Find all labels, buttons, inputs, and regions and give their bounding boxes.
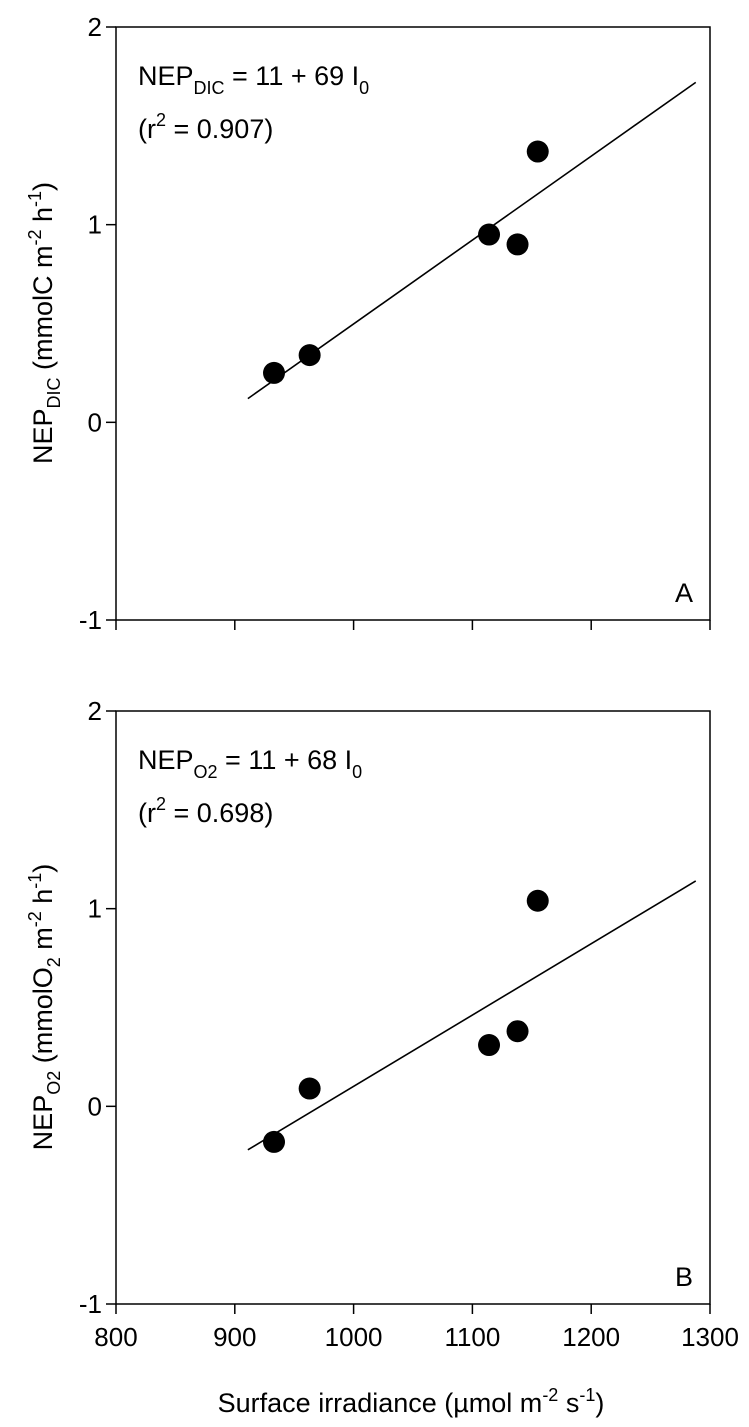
y-tick-label: 2	[88, 696, 102, 726]
regression-line	[247, 81, 697, 400]
data-point	[526, 889, 549, 912]
x-tick-label: 1100	[444, 1322, 500, 1352]
x-tick-label: 1000	[325, 1322, 383, 1352]
data-point	[506, 1020, 529, 1043]
y-tick-label: -1	[79, 605, 102, 635]
data-point	[298, 344, 321, 367]
data-point	[263, 361, 286, 384]
panel-letter-a: A	[675, 578, 693, 608]
data-point	[506, 233, 529, 256]
points-b	[263, 889, 549, 1153]
plot-frame-a	[115, 26, 711, 621]
x-tick-label: 1300	[681, 1322, 739, 1352]
y-tick-label: 1	[88, 894, 102, 924]
y-tick-label: 0	[88, 407, 102, 437]
plot-frame-b	[115, 710, 711, 1305]
panel-a: -1 0 1 2 NEPDIC = 11 + 69 I0 (r2 = 0.907) A…	[25, 12, 711, 635]
x-ticks-a	[115, 620, 711, 630]
equation-b: NEPO2 = 11 + 68 I0	[138, 745, 362, 782]
x-axis-label: Surface irradiance (µmol m-2 s-1)	[218, 1385, 605, 1418]
regression-line-b-group	[247, 880, 697, 1151]
panel-b: -1 0 1 2 800 900 1000 1100 1200 1300 NEPO2 = 11 …	[25, 696, 739, 1352]
regression-line-a-group	[247, 81, 697, 400]
r-squared-a: (r2 = 0.907)	[138, 110, 273, 144]
x-tick-label: 1200	[562, 1322, 620, 1352]
regression-line	[247, 880, 697, 1151]
y-axis-label-a: NEPDIC (mmolC m-2 h-1)	[25, 182, 64, 464]
y-ticks-b: -1 0 1 2	[79, 696, 116, 1319]
y-tick-label: 0	[88, 1091, 102, 1121]
y-tick-label: -1	[79, 1289, 102, 1319]
x-tick-label: 800	[94, 1322, 137, 1352]
equation-a: NEPDIC = 11 + 69 I0	[138, 61, 369, 98]
data-point	[526, 140, 549, 163]
x-tick-label: 900	[213, 1322, 256, 1352]
x-ticks-b: 800 900 1000 1100 1200 1300	[94, 1304, 739, 1352]
y-tick-label: 1	[88, 210, 102, 240]
y-tick-label: 2	[88, 12, 102, 42]
data-point	[298, 1077, 321, 1100]
panel-letter-b: B	[675, 1262, 693, 1292]
data-point	[478, 1034, 501, 1057]
r-squared-b: (r2 = 0.698)	[138, 794, 273, 828]
data-point	[263, 1130, 286, 1153]
points-a	[263, 140, 549, 384]
data-point	[478, 223, 501, 246]
y-ticks-a: -1 0 1 2	[79, 12, 116, 635]
y-axis-label-b: NEPO2 (mmolO2 m-2 h-1)	[25, 864, 64, 1151]
